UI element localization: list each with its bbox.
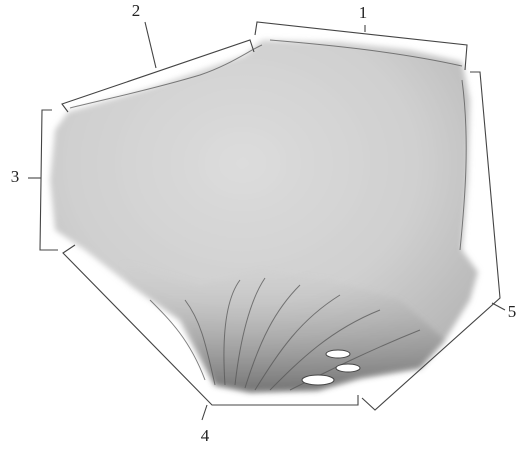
label: 2 [132,1,141,20]
specimen [50,40,478,392]
label: 4 [201,426,210,445]
illustration: 1 2 3 4 5 [0,0,520,450]
label: 5 [508,302,517,321]
label: 3 [11,167,20,186]
label: 1 [359,3,368,22]
